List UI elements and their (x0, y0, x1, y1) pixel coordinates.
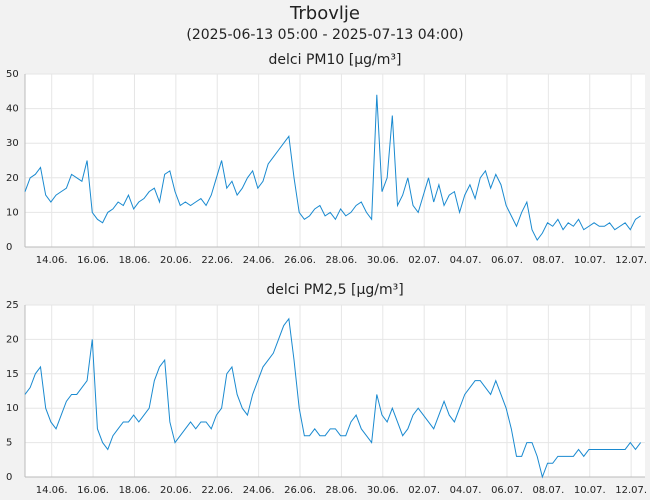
x-tick-label: 10.07. (574, 485, 606, 496)
y-tick-label: 10 (6, 403, 19, 414)
y-tick-label: 5 (6, 438, 12, 449)
x-tick-label: 24.06. (243, 485, 275, 496)
plot-area (25, 74, 645, 247)
data-line (24, 94, 641, 242)
x-tick-label: 24.06. (243, 255, 275, 266)
page-subtitle: (2025-06-13 05:00 - 2025-07-13 04:00) (186, 27, 463, 43)
x-tick-label: 16.06. (77, 255, 109, 266)
x-tick-label: 02.07. (408, 255, 440, 266)
y-tick-label: 50 (6, 69, 19, 80)
x-tick-label: 18.06. (119, 485, 151, 496)
x-tick-label: 20.06. (160, 255, 192, 266)
x-tick-label: 22.06. (201, 255, 233, 266)
x-tick-label: 12.07. (615, 485, 647, 496)
x-tick-label: 18.06. (119, 255, 151, 266)
y-tick-label: 15 (6, 369, 19, 380)
x-tick-label: 30.06. (367, 485, 399, 496)
x-tick-label: 04.07. (450, 255, 482, 266)
x-tick-label: 08.07. (532, 255, 564, 266)
page-title: Trbovlje (289, 3, 360, 24)
x-tick-label: 26.06. (284, 255, 316, 266)
x-tick-label: 28.06. (326, 485, 358, 496)
x-tick-label: 20.06. (160, 485, 192, 496)
y-tick-label: 30 (6, 138, 19, 149)
y-tick-label: 0 (6, 472, 12, 483)
plot-title: delci PM2,5 [µg/m³] (266, 282, 403, 298)
x-tick-label: 12.07. (615, 255, 647, 266)
y-tick-label: 20 (6, 173, 19, 184)
x-tick-label: 30.06. (367, 255, 399, 266)
y-tick-label: 20 (6, 334, 19, 345)
x-tick-label: 14.06. (36, 255, 68, 266)
x-tick-label: 04.07. (450, 485, 482, 496)
x-tick-label: 10.07. (574, 255, 606, 266)
x-tick-label: 06.07. (491, 485, 523, 496)
x-tick-label: 16.06. (77, 485, 109, 496)
x-tick-label: 22.06. (201, 485, 233, 496)
plot-title: delci PM10 [µg/m³] (269, 52, 402, 68)
data-line (24, 317, 642, 479)
plot-area (25, 305, 645, 477)
x-tick-label: 06.07. (491, 255, 523, 266)
x-tick-label: 26.06. (284, 485, 316, 496)
x-tick-label: 08.07. (532, 485, 564, 496)
x-tick-label: 02.07. (408, 485, 440, 496)
y-tick-label: 25 (6, 300, 19, 311)
y-tick-label: 40 (6, 104, 19, 115)
x-tick-label: 28.06. (326, 255, 358, 266)
y-tick-label: 10 (6, 207, 19, 218)
x-tick-label: 14.06. (36, 485, 68, 496)
y-tick-label: 0 (6, 242, 12, 253)
